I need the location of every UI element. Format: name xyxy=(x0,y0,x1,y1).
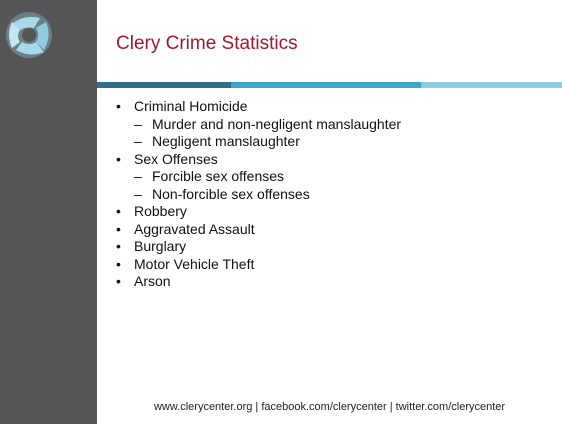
bullet-marker: • xyxy=(116,255,121,272)
bullet-item: • Motor Vehicle Theft xyxy=(110,256,550,274)
sidebar xyxy=(0,0,97,424)
footer: www.clerycenter.org | facebook.com/clery… xyxy=(153,401,506,413)
item-text: Aggravated Assault xyxy=(134,220,255,237)
sub-item: – Forcible sex offenses xyxy=(110,168,550,186)
bullet-marker: • xyxy=(116,203,121,219)
bullet-marker: • xyxy=(116,273,121,289)
bullet-marker: – xyxy=(134,185,142,202)
logo xyxy=(6,12,52,58)
item-text: Negligent manslaughter xyxy=(152,133,300,149)
bullet-item: • Aggravated Assault xyxy=(110,221,550,239)
item-text: Criminal Homicide xyxy=(134,98,248,114)
bullet-marker: • xyxy=(116,150,121,167)
sub-item: – Negligent manslaughter xyxy=(110,133,550,151)
item-text: Sex Offenses xyxy=(134,150,218,167)
bullet-marker: • xyxy=(116,220,121,237)
item-text: Burglary xyxy=(134,238,187,254)
sub-item: – Murder and non-negligent manslaughter xyxy=(110,116,550,134)
bullet-item: • Arson xyxy=(110,273,550,291)
item-text: Forcible sex offenses xyxy=(152,168,285,184)
bullet-item: • Sex Offenses xyxy=(110,151,550,169)
bullet-marker: – xyxy=(134,133,142,149)
bullet-marker: • xyxy=(116,98,121,114)
bullet-list: • Criminal Homicide – Murder and non-neglig… xyxy=(110,98,550,291)
bullet-marker: • xyxy=(116,238,121,254)
stripe xyxy=(97,82,231,88)
item-text: Arson xyxy=(134,273,171,289)
bullet-item: • Criminal Homicide xyxy=(110,98,550,116)
item-text: Murder and non-negligent manslaughter xyxy=(152,115,402,132)
sub-item: – Non-forcible sex offenses xyxy=(110,186,550,204)
stripe xyxy=(421,82,562,88)
stripe xyxy=(231,82,421,88)
item-text: Robbery xyxy=(134,203,187,219)
item-text: Motor Vehicle Theft xyxy=(134,255,255,272)
bullet-item: • Burglary xyxy=(110,238,550,256)
bullet-marker: – xyxy=(134,115,142,132)
slide-title: Clery Crime Statistics xyxy=(116,33,298,54)
item-text: Non-forcible sex offenses xyxy=(152,185,310,202)
bullet-marker: – xyxy=(134,168,142,184)
bullet-item: • Robbery xyxy=(110,203,550,221)
